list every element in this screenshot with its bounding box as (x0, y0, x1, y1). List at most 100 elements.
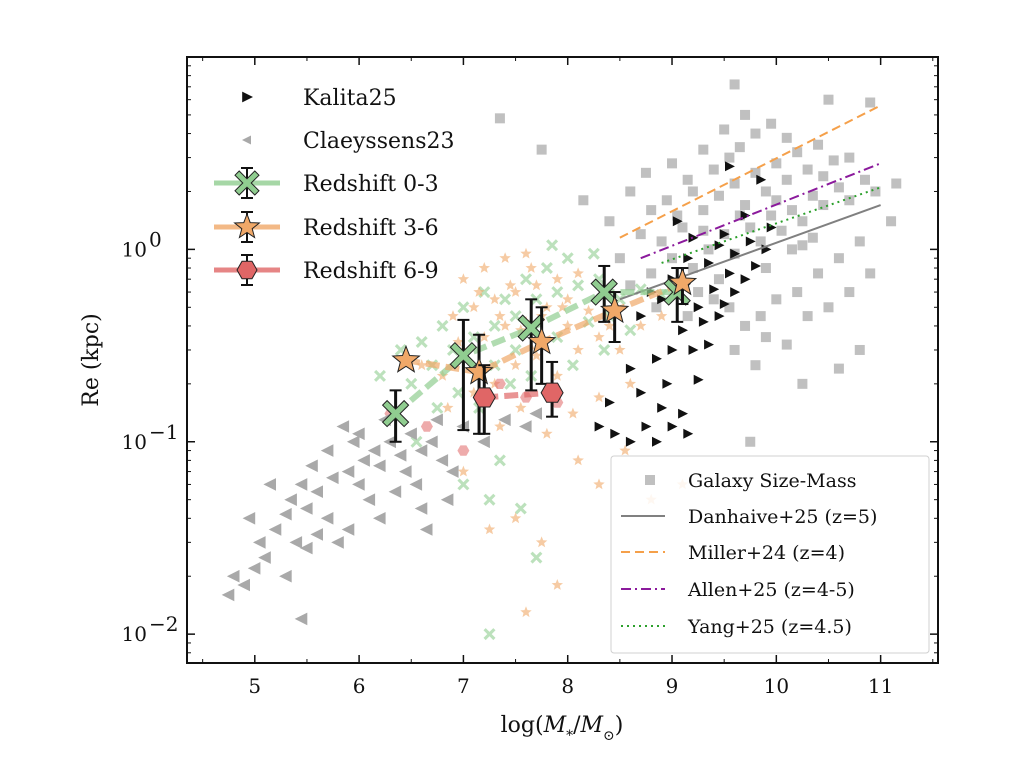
z03-point (499, 293, 512, 306)
kalita-point (667, 345, 678, 355)
z36-point (567, 407, 579, 419)
z36-point (655, 310, 668, 321)
claeyssens-point (294, 478, 308, 491)
galaxy-point (760, 186, 771, 197)
galaxy-point (698, 144, 709, 155)
x-tick-label: 9 (666, 674, 679, 698)
x-tick-label: 5 (248, 674, 261, 698)
kalita-point (693, 302, 704, 313)
galaxy-point (724, 152, 735, 163)
z36-point (562, 293, 574, 305)
claeyssens-point (367, 444, 381, 457)
claeyssens-point (409, 478, 423, 491)
z36-point (457, 465, 470, 477)
galaxy-point (844, 287, 855, 298)
z03-point (410, 435, 423, 448)
galaxy-point (708, 294, 719, 305)
galaxy-point (713, 190, 724, 201)
claeyssens-point (331, 536, 344, 549)
kalita-point (678, 325, 688, 336)
kalita-point (693, 374, 704, 385)
galaxy-point (698, 225, 709, 236)
galaxy-point (719, 124, 730, 135)
z36-point (572, 344, 584, 355)
z36-point (447, 310, 459, 321)
kalita-point (657, 294, 668, 305)
claeyssens-point (294, 612, 308, 626)
x-tick-label: 11 (868, 674, 893, 698)
galaxy-point (833, 182, 844, 193)
kalita-point (704, 339, 714, 350)
kalita-point (636, 387, 647, 398)
claeyssens-point (435, 454, 449, 467)
galaxy-point (766, 210, 777, 221)
legend-main: Kalita25 Claeyssens23 Redshift 0-3 Redshift… (214, 86, 455, 286)
galaxy-point (625, 280, 636, 291)
z03-point (405, 377, 418, 390)
z36-point (535, 536, 548, 548)
claeyssens-point (242, 512, 256, 525)
z36-point (603, 319, 616, 331)
z36-point (572, 267, 584, 279)
galaxy-point (750, 360, 761, 371)
claeyssens-point (305, 459, 318, 473)
galaxy-point (797, 378, 808, 389)
galaxy-point (760, 263, 771, 274)
z03-point (415, 336, 428, 348)
claeyssens-point (300, 541, 313, 555)
z03-point (483, 628, 496, 641)
legend-galaxy-marker (645, 475, 655, 485)
legend-relations: Galaxy Size-Mass Danhaive+25 (z=5) Miller+… (610, 455, 930, 654)
legend-label: Redshift 3-6 (303, 216, 439, 241)
galaxy-point (771, 294, 782, 305)
kalita-point (652, 436, 662, 447)
z03-point (431, 401, 444, 414)
z69-point (457, 445, 470, 456)
galaxy-point (640, 167, 651, 178)
claeyssens-point (352, 427, 365, 441)
kalita-point (678, 408, 688, 419)
z03-point (561, 252, 574, 265)
kalita-point (730, 248, 741, 259)
z03-point (587, 247, 600, 260)
galaxy-point (708, 164, 719, 175)
kalita-point (636, 311, 647, 321)
z36-point (562, 319, 574, 331)
plot-frame (186, 56, 939, 664)
claeyssens-point (352, 478, 365, 491)
y-tick-label: 10 (122, 430, 147, 454)
claeyssens-point (399, 465, 412, 478)
x-axis-title: log(M*/M⊙) (501, 713, 624, 744)
galaxy-point (833, 253, 844, 264)
kalita-point (594, 421, 605, 432)
galaxy-point (818, 200, 829, 211)
galaxy-point (750, 128, 761, 139)
y-tick-label: 10 (122, 622, 147, 646)
claeyssens-point (258, 551, 271, 564)
z36-point (624, 377, 636, 389)
galaxy-point (745, 436, 756, 447)
binned-trend-z69 (484, 389, 553, 401)
legend-label: Claeyssens23 (303, 129, 455, 154)
z36-point (582, 304, 595, 316)
claeyssens-point (341, 523, 355, 536)
claeyssens-point (430, 413, 443, 427)
galaxy-point (750, 167, 761, 178)
scatter-layer (221, 79, 902, 641)
claeyssens-point (388, 485, 402, 498)
galaxy-point (807, 190, 818, 201)
legend-kalita-marker (242, 91, 253, 103)
galaxy-point (667, 253, 678, 264)
galaxy-point (823, 94, 834, 105)
x-tick-label: 7 (457, 674, 470, 698)
galaxy-point (604, 216, 615, 227)
kalita-point (751, 261, 761, 271)
galaxy-point (886, 216, 897, 227)
claeyssens-point (226, 569, 240, 583)
galaxy-point (807, 232, 818, 243)
binned-point-z36 (599, 295, 630, 324)
galaxy-point (635, 229, 646, 240)
z36-point (614, 344, 626, 355)
